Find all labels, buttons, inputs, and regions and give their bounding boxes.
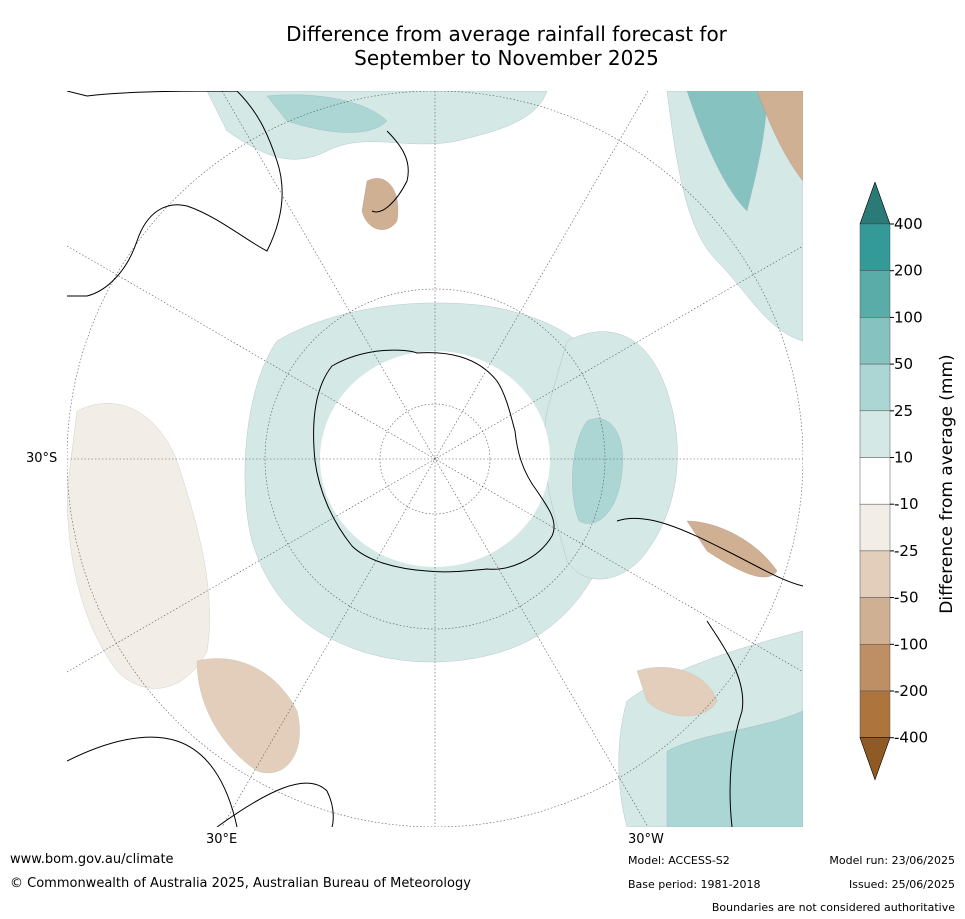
colorbar-bin (859, 270, 891, 318)
title-line-1: Difference from average rainfall forecas… (286, 22, 727, 46)
colorbar-tick-label: 100 (894, 308, 923, 326)
footer-model-run: Model run: 23/06/2025 (829, 854, 955, 867)
colorbar-bins (859, 182, 891, 781)
colorbar-bin (859, 690, 891, 738)
colorbar-bin (859, 363, 891, 412)
footer-model: Model: ACCESS-S2 (628, 854, 730, 867)
south-america-coastline (616, 517, 803, 827)
brown-anomaly-west (67, 403, 210, 689)
colorbar-over-arrow (859, 182, 891, 225)
brown-anomaly-nz (361, 178, 399, 230)
colorbar-tick-label: 400 (894, 215, 923, 233)
colorbar-bin (859, 503, 891, 552)
colorbar-tick-label: -200 (894, 682, 928, 700)
australia-coastline (67, 91, 283, 297)
colorbar-bin (859, 457, 891, 505)
colorbar-bin (859, 644, 891, 692)
lat-label-30s: 30°S (26, 451, 58, 466)
colorbar-bin (859, 317, 891, 365)
colorbar-tick-label: 200 (894, 262, 923, 280)
brown-anomaly-northeast (756, 91, 803, 182)
colorbar-tick-label: -50 (894, 589, 919, 607)
colorbar-ticks: 400 200 100 50 25 10 -10 -25 -50 -100 -200 -400 (890, 215, 928, 747)
brown-anomaly-samerica (686, 520, 778, 578)
colorbar-tick-label: -10 (894, 495, 919, 513)
teal-anomaly-northeast-mid (686, 91, 768, 212)
colorbar-tick-label: -400 (894, 729, 928, 747)
map-title: Difference from average rainfall forecas… (0, 22, 965, 70)
colorbar-tick-label: -100 (894, 635, 928, 653)
lon-label-30w: 30°W (628, 832, 664, 847)
antarctica-coast (313, 349, 555, 573)
colorbar-tick-label: 25 (894, 402, 913, 420)
teal-anomaly-northeast (666, 91, 803, 342)
footer-url: www.bom.gov.au/climate (10, 852, 174, 867)
footer-disclaimer: Boundaries are not considered authoritat… (711, 901, 955, 914)
teal-anomaly-drake-mid (572, 418, 623, 524)
new-zealand-coastline (371, 130, 409, 213)
rainfall-map (67, 91, 803, 827)
colorbar-tick-label: -25 (894, 542, 919, 560)
colorbar: 400 200 100 50 25 10 -10 -25 -50 -100 -200 -400 (859, 182, 928, 781)
colorbar-bin (859, 410, 891, 458)
colorbar-bin (859, 223, 891, 271)
teal-anomaly-southeast-mid (666, 710, 803, 827)
africa-coastline (67, 736, 334, 827)
footer-issued: Issued: 25/06/2025 (848, 878, 955, 891)
colorbar-title: Difference from average (mm) (937, 354, 957, 614)
colorbar-under-arrow (859, 737, 891, 781)
colorbar-bin (859, 550, 891, 598)
brown-anomaly-southatlantic (636, 667, 718, 717)
footer-base-period: Base period: 1981-2018 (628, 878, 761, 891)
brown-anomaly-southwest (196, 658, 300, 773)
colorbar-tick-label: 10 (894, 449, 913, 467)
lon-label-30e: 30°E (206, 832, 238, 847)
title-line-2: September to November 2025 (354, 46, 659, 70)
colorbar-tick-label: 50 (894, 355, 913, 373)
teal-anomaly-north-mid (266, 94, 388, 133)
colorbar-bin (859, 597, 891, 645)
footer-copyright: © Commonwealth of Australia 2025, Austra… (10, 876, 471, 891)
